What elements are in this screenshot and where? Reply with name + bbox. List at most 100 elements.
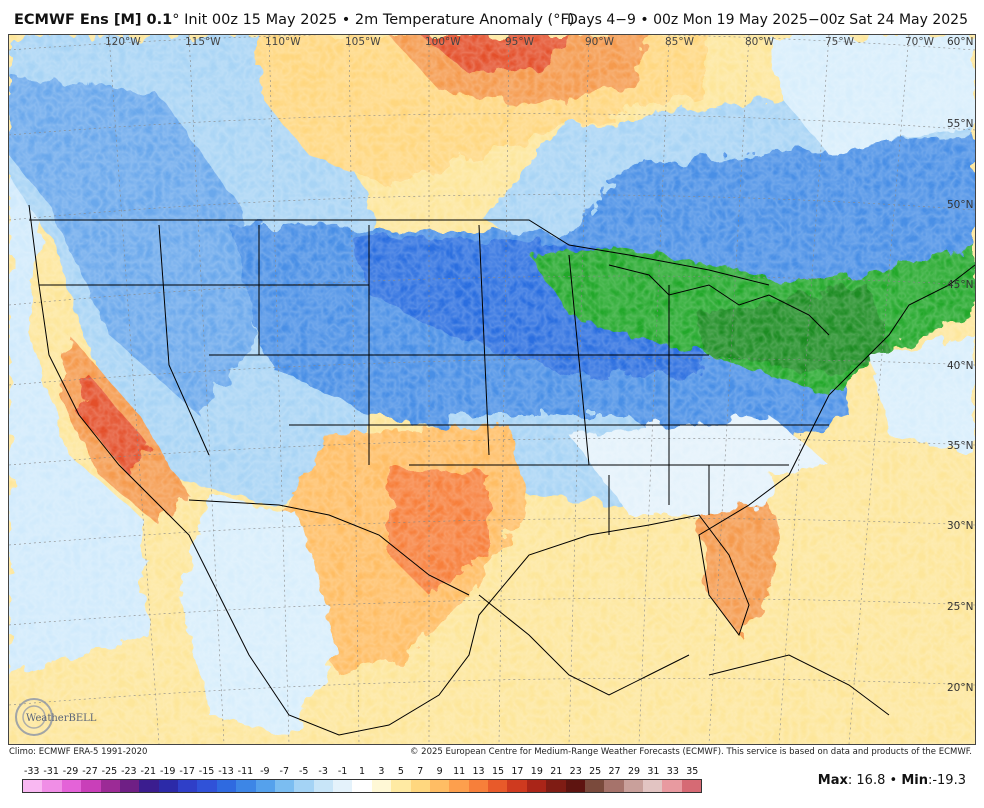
valid-period: Days 4−9 • 00z Mon 19 May 2025−00z Sat 2… (567, 12, 968, 28)
lat-label: 30°N (947, 520, 973, 532)
colorbar-swatch (643, 780, 663, 792)
gulf-coast-mexico (478, 594, 690, 696)
colorbar-swatch (449, 780, 469, 792)
colorbar-swatch (42, 780, 62, 792)
lat-label: 25°N (947, 601, 973, 613)
colorbar-label: -15 (198, 766, 215, 777)
colorbar-label: 1 (358, 766, 366, 777)
colorbar-label: -29 (62, 766, 79, 777)
copyright-note: © 2025 European Centre for Medium-Range … (409, 747, 972, 757)
colorbar-swatch (81, 780, 101, 792)
colorbar-swatch (584, 780, 605, 792)
longitude-labels: 120°W 115°W 110°W 105°W 100°W 95°W 90°W … (105, 36, 935, 48)
colorbar-swatch (429, 780, 450, 792)
lat-label: 60°N (947, 36, 973, 48)
colorbar-swatch (468, 780, 488, 792)
colorbar-swatch (236, 780, 256, 792)
lon-label: 115°W (185, 36, 221, 48)
colorbar-label: 29 (627, 766, 641, 777)
us-canada-border (29, 219, 770, 286)
colorbar-label: 7 (417, 766, 424, 777)
colorbar-label: -31 (43, 766, 59, 777)
colorbar-label: 11 (453, 766, 466, 777)
latitude-labels: 60°N 55°N 50°N 45°N 40°N 35°N 30°N 25°N … (947, 36, 973, 694)
product-name: 2m Temperature Anomaly (°F) (354, 12, 575, 28)
colorbar-swatch (255, 780, 275, 792)
colorbar-label: -9 (260, 766, 270, 777)
colorbar-swatch (410, 780, 430, 792)
colorbar-label: 13 (472, 766, 485, 777)
colorbar-strip (22, 779, 702, 793)
colorbar-label: 27 (608, 766, 621, 777)
map-canvas: 120°W 115°W 110°W 105°W 100°W 95°W 90°W … (9, 35, 975, 744)
borders (28, 204, 975, 736)
colorbar-swatch (158, 780, 178, 792)
colorbar-label: -13 (218, 766, 234, 777)
colorbar-swatch (565, 780, 585, 792)
colorbar-swatch (371, 780, 392, 792)
colorbar-label: -3 (318, 766, 328, 777)
lon-label: 75°W (825, 36, 855, 48)
colorbar-label: 33 (666, 766, 679, 777)
colorbar: -33 -31 -29 -27 -25 -23 -21 -19 -17 -15 -13 -11 -9 -7… (22, 766, 702, 800)
lat-label: 40°N (947, 360, 973, 372)
max-min-summary: Max: 16.8 • Min:-19.3 (817, 773, 966, 788)
cuba (708, 654, 890, 716)
init-time: Init 00z 15 May 2025 (184, 12, 338, 28)
min-value: :-19.3 (927, 773, 966, 788)
colorbar-labels: -33 -31 -29 -27 -25 -23 -21 -19 -17 -15 -13 -11 -9 -7… (22, 766, 702, 778)
lat-label: 35°N (947, 440, 973, 452)
colorbar-label: 25 (589, 766, 602, 777)
colorbar-label: -27 (82, 766, 98, 777)
colorbar-label: 15 (491, 766, 505, 777)
graticule (9, 35, 975, 744)
colorbar-swatch (488, 780, 508, 792)
great-lakes (608, 264, 830, 336)
colorbar-swatch (216, 780, 237, 792)
lon-label: 80°W (745, 36, 775, 48)
logo-text: WeatherBELL (26, 713, 97, 724)
colorbar-swatch (662, 780, 682, 792)
lon-label: 70°W (905, 36, 935, 48)
colorbar-label: -21 (140, 766, 157, 777)
lat-label: 20°N (947, 682, 973, 694)
colorbar-swatch (681, 780, 702, 792)
lon-label: 100°W (425, 36, 461, 48)
colorbar-label: -7 (279, 766, 290, 777)
lon-label: 110°W (265, 36, 301, 48)
lon-label: 105°W (345, 36, 381, 48)
lon-label: 90°W (585, 36, 615, 48)
lat-label: 50°N (947, 199, 973, 211)
colorbar-label: 35 (686, 766, 699, 777)
colorbar-swatch (546, 780, 566, 792)
min-label: Min (901, 773, 928, 788)
colorbar-label: -33 (23, 766, 40, 777)
lat-label: 45°N (947, 279, 973, 291)
lat-label: 55°N (947, 118, 973, 130)
colorbar-swatch (313, 780, 333, 792)
colorbar-swatch (61, 780, 82, 792)
colorbar-swatch (197, 780, 217, 792)
lon-label: 120°W (105, 36, 141, 48)
colorbar-label: -5 (298, 766, 309, 777)
header: ECMWF Ens [M] 0.1° Init 00z 15 May 2025 … (0, 0, 984, 34)
noise-texture (9, 35, 975, 744)
colorbar-swatch (178, 780, 198, 792)
colorbar-label: 17 (511, 766, 524, 777)
colorbar-swatch (604, 780, 624, 792)
colorbar-label: -25 (101, 766, 118, 777)
colorbar-swatch (507, 780, 527, 792)
colorbar-swatch (119, 780, 140, 792)
anomaly-map: 120°W 115°W 110°W 105°W 100°W 95°W 90°W … (8, 34, 976, 745)
colorbar-label: 9 (436, 766, 443, 777)
colorbar-label: 19 (530, 766, 543, 777)
colorbar-label: 3 (378, 766, 385, 777)
colorbar-swatch (391, 780, 411, 792)
climo-note: Climo: ECMWF ERA-5 1991-2020 (9, 747, 148, 757)
max-value: : 16.8 (847, 773, 886, 788)
colorbar-swatch (526, 780, 547, 792)
max-label: Max (817, 773, 848, 788)
colorbar-label: -23 (121, 766, 137, 777)
colorbar-swatch (274, 780, 295, 792)
colorbar-label: -19 (159, 766, 176, 777)
